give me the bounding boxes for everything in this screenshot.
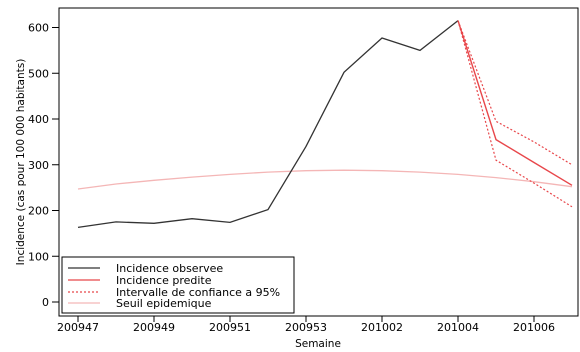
series-line-ci-lower	[457, 20, 573, 208]
x-tick-label-201006: 201006	[513, 321, 555, 334]
x-axis: 200947 200949 200951 200953 201002 201004 2010…	[57, 316, 555, 334]
y-tick-label-100: 100	[28, 250, 49, 263]
x-tick-label-200947: 200947	[57, 321, 99, 334]
series-line-ci-upper	[457, 20, 573, 166]
series-layer	[77, 20, 573, 229]
x-tick-label-201002: 201002	[361, 321, 403, 334]
legend-label-observed: Incidence observee	[116, 262, 223, 275]
legend-label-threshold: Seuil epidemique	[116, 297, 212, 310]
x-tick-label-200949: 200949	[133, 321, 175, 334]
legend: Incidence observee Incidence predite Int…	[61, 256, 295, 314]
x-axis-title: Semaine	[295, 338, 341, 350]
y-axis-title: Incidence (cas pour 100 000 habitants)	[15, 59, 27, 266]
y-tick-label-200: 200	[28, 205, 49, 218]
series-line-threshold	[77, 169, 573, 190]
x-tick-label-201004: 201004	[437, 321, 479, 334]
legend-box	[61, 256, 295, 314]
y-tick-label-400: 400	[28, 113, 49, 126]
legend-label-interval: Intervalle de confiance a 95%	[116, 286, 280, 299]
y-tick-label-600: 600	[28, 22, 49, 35]
series-line-observed	[77, 20, 459, 229]
x-tick-label-200953: 200953	[285, 321, 327, 334]
legend-label-predicted: Incidence predite	[116, 274, 212, 287]
y-tick-label-300: 300	[28, 159, 49, 172]
y-axis: 0 100 200 300 400 500 600	[28, 22, 59, 309]
y-tick-label-0: 0	[42, 296, 49, 309]
series-line-predicted	[457, 20, 573, 186]
y-tick-label-500: 500	[28, 67, 49, 80]
x-tick-label-200951: 200951	[209, 321, 251, 334]
